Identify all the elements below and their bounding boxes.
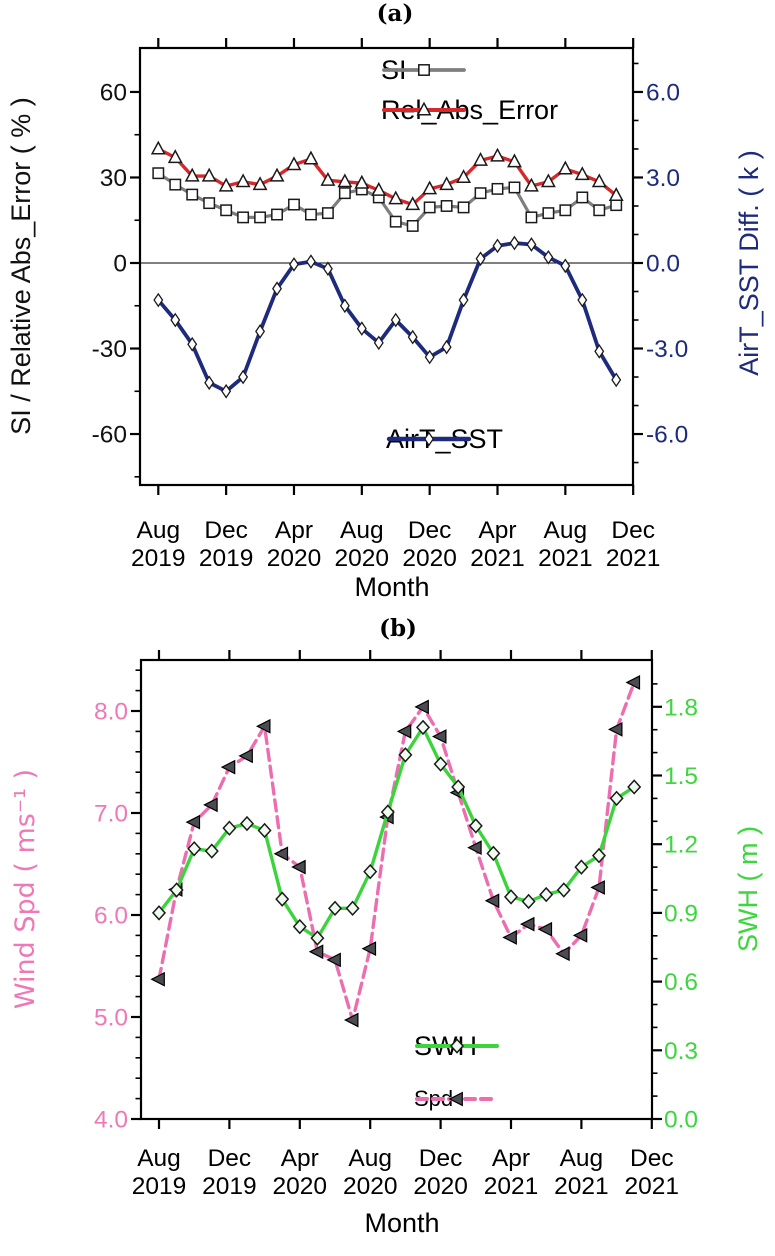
left-ticks: 60 30 0 -30 -60 <box>92 79 140 478</box>
series-SI <box>152 167 623 232</box>
x-tick-year: 2021 <box>484 1173 539 1200</box>
panel-b-title: (b) <box>379 615 417 642</box>
left-tick-label: -30 <box>92 336 127 363</box>
x-tick-year: 2021 <box>554 1173 609 1200</box>
right-tick-label: 0.9 <box>664 900 698 927</box>
right-ticks: 6.0 3.0 0.0 -3.0 -6.0 <box>633 62 688 464</box>
right-tick-label: 1.2 <box>664 832 698 859</box>
x-tick-month: Aug <box>137 517 181 544</box>
panel-b-left-axis-label: Wind Spd ( ms⁻¹ ) <box>9 768 41 1010</box>
left-tick-label: -60 <box>92 422 127 449</box>
panel-b-right-axis-label: SWH ( m ) <box>732 826 763 952</box>
right-tick-label: 1.5 <box>664 763 698 790</box>
right-tick-label: 3.0 <box>646 165 680 192</box>
left-tick-label: 0 <box>113 251 127 278</box>
legend-item-SWH: SWH <box>414 1026 499 1066</box>
legend-item-AirT_SST: AirT_SST <box>386 419 503 459</box>
x-tick-month: Apr <box>478 517 516 544</box>
left-tick-label: 4.0 <box>94 1107 128 1134</box>
x-tick-month: Aug <box>340 517 384 544</box>
panel-a-left-axis-label: SI / Relative Abs_Error ( % ) <box>5 97 36 435</box>
x-tick-month: Dec <box>208 1145 252 1172</box>
plot-border <box>139 658 654 1121</box>
x-tick-month: Aug <box>348 1145 392 1172</box>
right-tick-label: 0.3 <box>664 1038 698 1065</box>
plot-border <box>138 46 635 487</box>
legend-item-Spd: Spd <box>414 1079 499 1119</box>
panel-a-plot: Aug2019Dec2019Apr2020Aug2020Dec2020Apr20… <box>92 38 688 572</box>
left-tick-label: 60 <box>100 79 127 106</box>
legend-swatch-Rel_Abs_Error <box>382 101 466 116</box>
x-ticks: Aug2019Dec2019Apr2020Aug2020Dec2020Apr20… <box>132 650 679 1200</box>
panel-a-right-axis-label: AirT_SST Diff. ( k ) <box>733 150 764 376</box>
x-tick-year: 2019 <box>202 1173 257 1200</box>
panel-a-title: (a) <box>376 0 414 27</box>
x-tick-year: 2020 <box>343 1173 398 1200</box>
left-tick-label: 7.0 <box>94 801 128 828</box>
right-tick-label: -3.0 <box>646 336 688 363</box>
series-Rel_Abs_Error-line <box>156 147 618 207</box>
x-tick-year: 2020 <box>402 545 457 572</box>
right-tick-label: 0.6 <box>664 969 698 996</box>
right-tick-label: 1.8 <box>664 694 698 721</box>
x-tick-year: 2019 <box>132 1173 187 1200</box>
series-AirT_SST <box>153 235 622 399</box>
x-ticks: Aug2019Dec2019Apr2020Aug2020Dec2020Apr20… <box>131 38 660 572</box>
right-tick-label: 0.0 <box>664 1107 698 1134</box>
left-ticks: 8.0 7.0 6.0 5.0 4.0 <box>94 669 141 1134</box>
x-tick-year: 2019 <box>199 545 254 572</box>
left-tick-label: 8.0 <box>94 699 128 726</box>
x-tick-month: Aug <box>560 1145 604 1172</box>
right-tick-label: -6.0 <box>646 422 688 449</box>
x-tick-year: 2020 <box>335 545 390 572</box>
left-tick-label: 30 <box>100 165 127 192</box>
series-SWH-line <box>157 725 636 940</box>
x-tick-month: Apr <box>281 1145 319 1172</box>
x-tick-month: Apr <box>275 517 313 544</box>
legend-swatch-SWH <box>415 1038 499 1054</box>
x-tick-year: 2020 <box>413 1173 468 1200</box>
series-AirT_SST-line <box>156 241 619 394</box>
panel-a-chart: Aug2019Dec2019Apr2020Aug2020Dec2020Apr20… <box>92 38 688 572</box>
series-SI-line <box>156 171 618 228</box>
left-tick-label: 6.0 <box>94 903 128 930</box>
right-tick-label: 6.0 <box>646 79 680 106</box>
panel-a-legend: SI Rel_Abs_Error <box>381 50 558 130</box>
panel-b-legend: SWH Spd <box>414 1026 499 1119</box>
x-tick-year: 2021 <box>606 545 661 572</box>
right-ticks: 1.8 1.5 1.2 0.9 0.6 0.3 0.0 <box>652 683 698 1134</box>
x-tick-month: Dec <box>408 517 452 544</box>
x-tick-month: Dec <box>204 517 248 544</box>
panel-a-x-axis-label: Month <box>354 572 430 602</box>
x-tick-year: 2019 <box>131 545 186 572</box>
x-tick-month: Dec <box>630 1145 674 1172</box>
x-tick-year: 2020 <box>273 1173 328 1200</box>
left-tick-label: 5.0 <box>94 1005 128 1032</box>
legend-swatch-Spd <box>415 1091 499 1107</box>
x-tick-month: Apr <box>492 1145 530 1172</box>
series-Spd <box>150 675 641 1028</box>
x-tick-month: Dec <box>611 517 655 544</box>
x-tick-year: 2021 <box>470 545 525 572</box>
series-Spd-line <box>157 680 636 1022</box>
legend-item-Rel_Abs_Error: Rel_Abs_Error <box>381 90 558 130</box>
series-Rel_Abs_Error <box>150 140 624 211</box>
panel-b-plot: Aug2019Dec2019Apr2020Aug2020Dec2020Apr20… <box>94 650 698 1200</box>
legend-swatch-SI <box>382 64 466 76</box>
panel-b-chart: Aug2019Dec2019Apr2020Aug2020Dec2020Apr20… <box>94 650 698 1200</box>
right-tick-label: 0.0 <box>646 251 680 278</box>
series-SWH <box>151 719 642 946</box>
panel-a-inner-legend: AirT_SST <box>386 419 503 459</box>
x-tick-month: Aug <box>137 1145 181 1172</box>
x-tick-month: Dec <box>419 1145 463 1172</box>
panel-b-x-axis-label: Month <box>364 1208 440 1238</box>
legend-swatch-AirT_SST <box>386 431 472 447</box>
x-tick-year: 2021 <box>625 1173 680 1200</box>
x-tick-year: 2021 <box>538 545 593 572</box>
x-tick-month: Aug <box>544 517 588 544</box>
x-tick-year: 2020 <box>267 545 322 572</box>
legend-item-SI: SI <box>381 50 558 90</box>
